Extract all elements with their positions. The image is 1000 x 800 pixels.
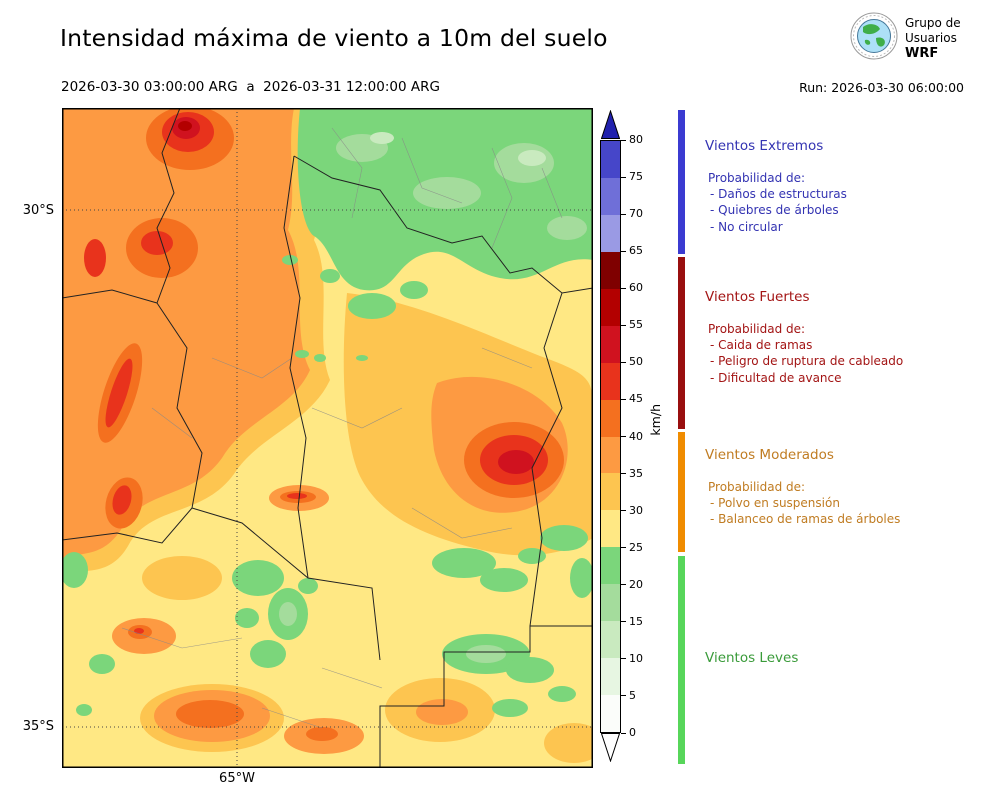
colorbar-segment bbox=[601, 399, 620, 437]
colorbar-segment bbox=[601, 695, 620, 732]
colorbar-tick-label: 55 bbox=[621, 318, 643, 332]
colorbar-segment bbox=[601, 214, 620, 252]
colorbar-unit-label: km/h bbox=[648, 404, 663, 436]
legend-item: - Daños de estructuras bbox=[710, 187, 847, 201]
colorbar-segment bbox=[601, 547, 620, 585]
colorbar-tick-label: 35 bbox=[621, 466, 643, 480]
colorbar-segment bbox=[601, 658, 620, 696]
colorbar-tick-label: 70 bbox=[621, 207, 643, 221]
logo-org-line3: WRF bbox=[905, 45, 939, 61]
colorbar-tick-label: 75 bbox=[621, 170, 643, 184]
colorbar-segment bbox=[601, 510, 620, 548]
lat-tick-30s: 30°S bbox=[22, 203, 54, 218]
colorbar-tick-label: 10 bbox=[621, 651, 643, 665]
lat-tick-35s: 35°S bbox=[22, 719, 54, 734]
legend-item: - Caida de ramas bbox=[710, 338, 813, 352]
legend-section-moderados: Vientos Moderados Probabilidad de: - Pol… bbox=[705, 447, 985, 528]
legend-title-fuertes: Vientos Fuertes bbox=[705, 289, 810, 305]
colorbar-tick-label: 40 bbox=[621, 429, 643, 443]
colorbar-tick-label: 0 bbox=[621, 726, 636, 739]
map-border bbox=[62, 108, 593, 768]
colorbar-segment bbox=[601, 141, 620, 178]
colorbar-tick-label: 65 bbox=[621, 244, 643, 258]
colorbar-segment bbox=[601, 436, 620, 474]
legend-bar-leves bbox=[678, 556, 685, 764]
graticule bbox=[62, 108, 593, 768]
colorbar-segment bbox=[601, 177, 620, 215]
colorbar bbox=[600, 140, 621, 733]
valid-period-label: 2026-03-30 03:00:00 ARG a 2026-03-31 12:… bbox=[61, 79, 440, 95]
logo-org-line2: Usuarios bbox=[905, 30, 957, 45]
legend-intro-extremos: Probabilidad de: bbox=[708, 171, 806, 185]
legend-section-extremos: Vientos Extremos Probabilidad de: - Daño… bbox=[705, 138, 985, 235]
legend-item: - Balanceo de ramas de árboles bbox=[710, 512, 901, 527]
colorbar-segment bbox=[601, 473, 620, 511]
legend-bar-fuertes bbox=[678, 257, 685, 429]
colorbar-segment bbox=[601, 584, 620, 622]
wind-map bbox=[62, 108, 593, 768]
legend-bar-moderados bbox=[678, 432, 685, 552]
colorbar-segment bbox=[601, 362, 620, 400]
colorbar-tick-label: 5 bbox=[621, 688, 636, 702]
colorbar-segment bbox=[601, 325, 620, 363]
legend-item: - Quiebres de árboles bbox=[710, 203, 839, 218]
legend-title-moderados: Vientos Moderados bbox=[705, 447, 834, 463]
model-run-label: Run: 2026-03-30 06:00:00 bbox=[799, 80, 964, 95]
colorbar-extend-high bbox=[600, 109, 621, 143]
legend-item: - Polvo en suspensión bbox=[710, 496, 840, 510]
legend-intro-moderados: Probabilidad de: bbox=[708, 480, 806, 494]
legend-item: - Peligro de ruptura de cableado bbox=[710, 354, 904, 369]
legend-bar-extremos bbox=[678, 110, 685, 254]
legend-intro-fuertes: Probabilidad de: bbox=[708, 322, 806, 336]
globe-icon bbox=[850, 12, 898, 64]
colorbar-segment bbox=[601, 251, 620, 289]
colorbar-tick-label: 50 bbox=[621, 355, 643, 369]
colorbar-segment bbox=[601, 621, 620, 659]
colorbar-tick-label: 20 bbox=[621, 577, 643, 591]
legend-item: - Dificultad de avance bbox=[710, 370, 842, 385]
wind-map-plot bbox=[62, 108, 593, 768]
legend-title-extremos: Vientos Extremos bbox=[705, 138, 824, 154]
page-title: Intensidad máxima de viento a 10m del su… bbox=[60, 24, 608, 52]
department-borders bbox=[121, 127, 563, 729]
legend-section-leves: Vientos Leves bbox=[705, 650, 985, 666]
logo-text: Grupo de Usuarios WRF bbox=[905, 16, 961, 61]
colorbar-tick-label: 45 bbox=[621, 392, 643, 406]
colorbar-tick-label: 80 bbox=[621, 133, 643, 146]
colorbar-extend-low bbox=[600, 733, 621, 766]
colorbar-tick-label: 25 bbox=[621, 540, 643, 554]
map-contours bbox=[62, 108, 593, 768]
legend-section-fuertes: Vientos Fuertes Probabilidad de: - Caida… bbox=[705, 289, 985, 386]
colorbar-tick-label: 15 bbox=[621, 614, 643, 628]
legend-title-leves: Vientos Leves bbox=[705, 650, 799, 666]
province-borders bbox=[62, 108, 593, 768]
logo-org-line1: Grupo de bbox=[905, 15, 961, 30]
colorbar-tick-label: 30 bbox=[621, 503, 643, 517]
wrf-users-group-logo: Grupo de Usuarios WRF bbox=[850, 12, 961, 64]
lon-tick-65w: 65°W bbox=[219, 771, 255, 786]
colorbar-tick-label: 60 bbox=[621, 281, 643, 295]
colorbar-segment bbox=[601, 288, 620, 326]
legend-item: - No circular bbox=[710, 219, 783, 234]
